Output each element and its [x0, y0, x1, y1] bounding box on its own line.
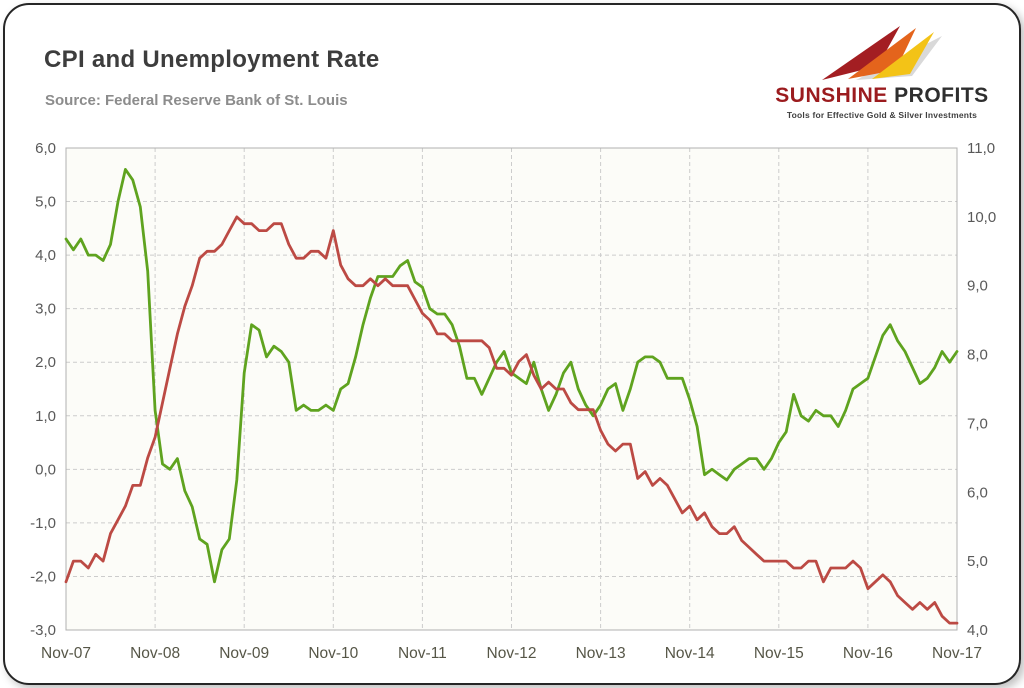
unemployment-line — [64, 215, 959, 625]
chart-source: Source: Federal Reserve Bank of St. Loui… — [45, 92, 348, 109]
x-axis-tick-label: Nov-10 — [308, 645, 358, 662]
right-axis-tick-label: 8,0 — [967, 347, 988, 364]
left-axis-tick-label: 4,0 — [35, 247, 56, 264]
right-axis-tick-label: 6,0 — [967, 484, 988, 501]
right-axis-tick-label: 11,0 — [967, 140, 995, 157]
logo-tagline: Tools for Effective Gold & Silver Invest… — [786, 110, 978, 120]
plot-border — [65, 147, 958, 631]
x-axis-tick-label: Nov-13 — [576, 645, 626, 662]
x-axis-tick-label: Nov-17 — [932, 645, 982, 662]
x-axis-tick-label: Nov-09 — [219, 645, 269, 662]
x-axis-tick-label: Nov-07 — [41, 645, 91, 662]
right-axis-tick-label: 7,0 — [967, 415, 988, 432]
x-axis-tick-label: Nov-14 — [665, 645, 715, 662]
left-axis-tick-label: -1,0 — [30, 515, 56, 532]
x-axis-tick-label: Nov-16 — [843, 645, 893, 662]
left-axis-tick-label: 6,0 — [35, 140, 56, 157]
page-title: CPI and Unemployment Rate — [44, 46, 380, 73]
right-axis-tick-label: 4,0 — [967, 622, 988, 639]
left-axis-tick-label: 5,0 — [35, 194, 56, 211]
left-axis-tick-label: -3,0 — [30, 622, 56, 639]
brand-sunshine: SUNSHINE — [775, 84, 888, 107]
left-axis-tick-label: -2,0 — [30, 568, 56, 585]
right-axis-tick-label: 5,0 — [967, 553, 988, 570]
left-axis-tick-label: 1,0 — [35, 408, 56, 425]
brand-profits: PROFITS — [894, 84, 989, 107]
left-axis-tick-label: 2,0 — [35, 354, 56, 371]
x-axis-tick-label: Nov-15 — [754, 645, 804, 662]
right-axis-tick-label: 9,0 — [967, 278, 988, 295]
x-axis-tick-label: Nov-11 — [398, 645, 447, 662]
left-axis-tick-label: 3,0 — [35, 301, 56, 318]
sunshine-profits-logo: SUNSHINE PROFITS Tools for Effective Gol… — [756, 24, 1008, 120]
left-axis-tick-label: 0,0 — [35, 461, 56, 478]
brand-wordmark: SUNSHINE PROFITS — [756, 84, 1008, 108]
x-axis-tick-label: Nov-12 — [487, 645, 537, 662]
logo-arrows-icon — [822, 26, 942, 80]
x-axis-tick-label: Nov-08 — [130, 645, 180, 662]
right-axis-tick-label: 10,0 — [967, 209, 996, 226]
